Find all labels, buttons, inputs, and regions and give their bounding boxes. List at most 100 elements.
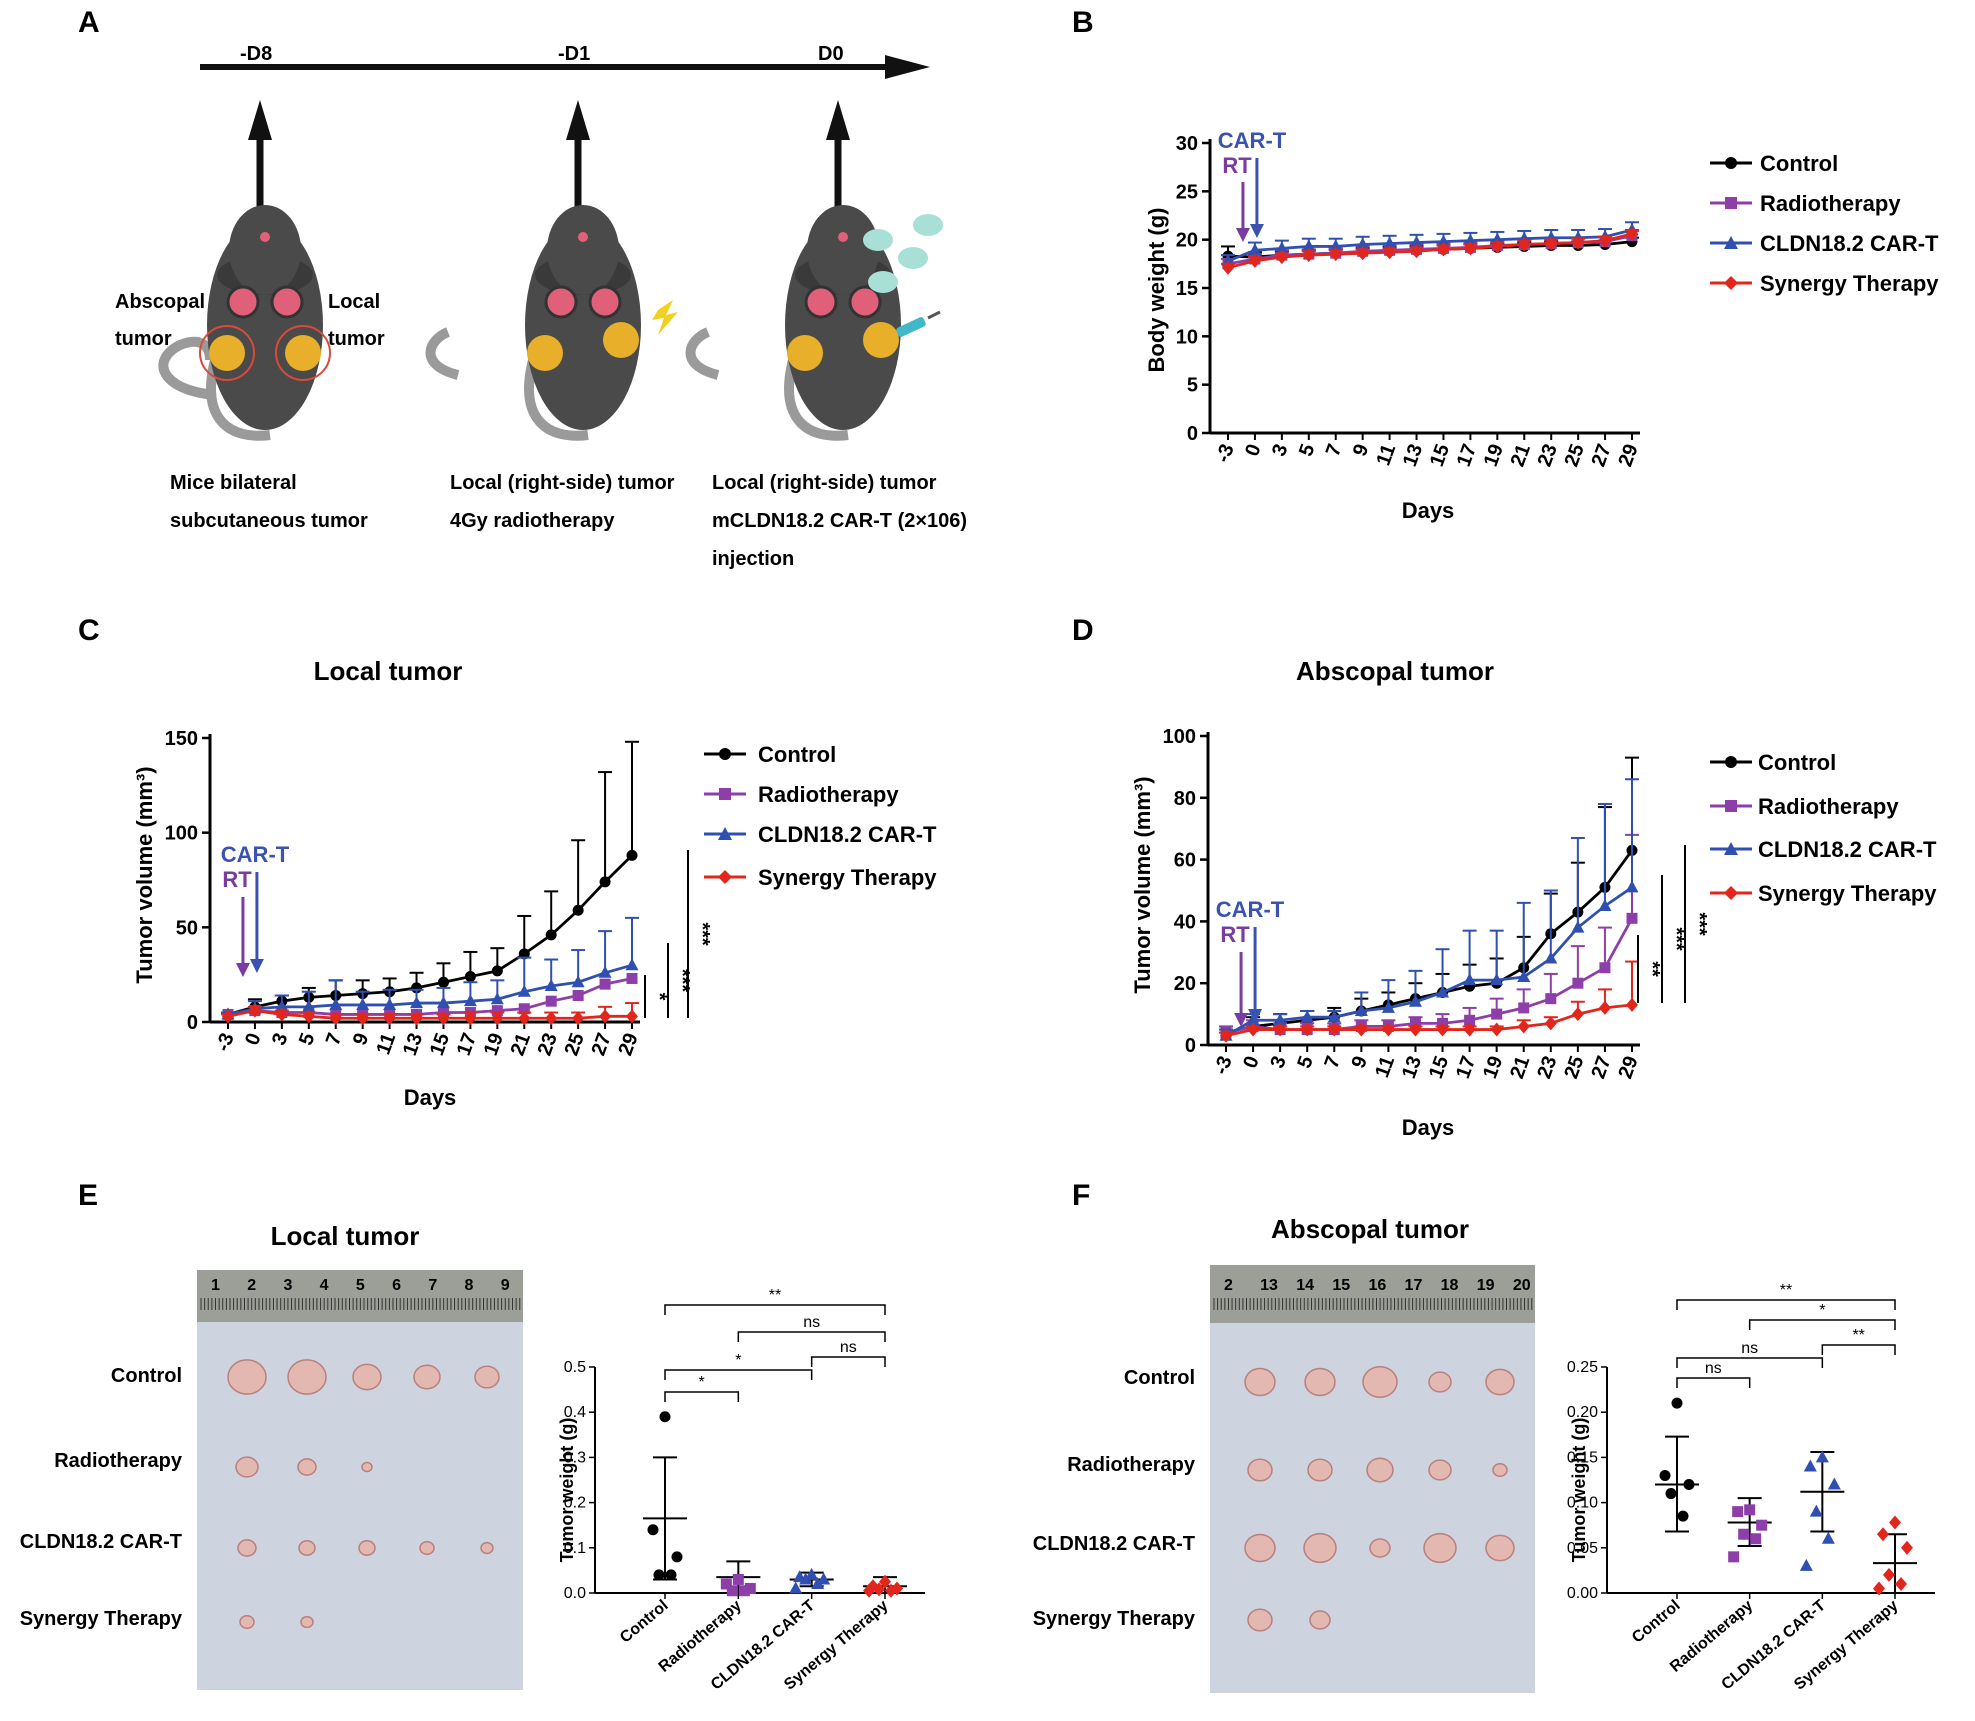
chart-e-radiotherapy-point [738, 1585, 750, 1597]
timeline-arrowhead [885, 55, 930, 79]
chart-e-cldn18-2-car-t-point [799, 1572, 813, 1585]
chart-b-synergy-therapy-point [1383, 245, 1396, 260]
rt-marker-d: RT [1220, 922, 1250, 947]
caption-1-line-1: Mice bilateral [170, 472, 297, 494]
tumorsE-tumor [227, 1359, 267, 1395]
rulerE-number: 3 [283, 1277, 292, 1294]
chart-c-ylabel: Tumor volume (mm³) [132, 766, 157, 983]
chart-e-comparison-bracket [664, 1304, 886, 1315]
chart-d-ytick-label: 40 [1174, 911, 1196, 933]
rulerE-number: 1 [211, 1277, 220, 1294]
chart-b-ytick-label: 20 [1176, 230, 1198, 252]
chart-b-xtick-label: 5 [1295, 441, 1319, 459]
chart-d-synergy-therapy-line [1225, 1003, 1633, 1038]
rulerE-number: 7 [428, 1277, 437, 1294]
label-abscopal-1: Abscopal [115, 291, 205, 313]
chart-d-xtick-label: 25 [1560, 1053, 1588, 1081]
caption-3-line-3: injection [712, 548, 794, 570]
chart-d-radiotherapy-point [1491, 1008, 1503, 1020]
label-local-2: tumor [328, 328, 385, 350]
chart-e-control-point [671, 1551, 683, 1563]
chart-e-comparison-label: ** [769, 1287, 781, 1304]
chart-d-synergy-therapy-point [1409, 1022, 1422, 1037]
treatment-markers-b: CAR-T RT [1218, 128, 1287, 178]
chart-c-xtick-label: 21 [507, 1030, 535, 1058]
chart-b-xtick-label: 0 [1241, 441, 1265, 459]
legend-c-label-control: Control [758, 742, 836, 767]
chart-f-radiotherapy-point [1738, 1528, 1750, 1540]
chart-d-synergy-therapy-point [1571, 1007, 1584, 1022]
tumorsF-tumor [1303, 1532, 1337, 1564]
chart-b-synergy-therapy-point [1222, 260, 1234, 275]
chart-c-xtick-label: 17 [453, 1030, 481, 1058]
chart-e-radiotherapy-point [744, 1582, 756, 1594]
rulerE-number: 4 [320, 1277, 329, 1294]
chart-d-radiotherapy-point [1572, 977, 1584, 989]
tumorsF-tumor [1247, 1608, 1273, 1632]
mouse-illustration-3 [685, 205, 943, 441]
chart-f-comparison-label: ns [1705, 1360, 1722, 1377]
chart-c-synergy-therapy-point [464, 1011, 477, 1026]
chart-d-synergy-therapy-point [1328, 1022, 1341, 1037]
chart-c-control-point [572, 904, 584, 916]
chart-b-cldn18-2-car-t-point [1463, 233, 1477, 246]
chart-f-synergy-therapy-point [1883, 1567, 1895, 1582]
chart-f-synergy-therapy-point [1901, 1540, 1913, 1555]
chart-c-radiotherapy-point [545, 995, 557, 1007]
chart-e-comparison-bracket [810, 1356, 886, 1367]
tumorsE-tumor [298, 1540, 316, 1556]
up-arrow-1 [248, 100, 272, 215]
chart-f-ytick-label: 0.25 [1567, 1359, 1598, 1376]
chart-c-radiotherapy-line [227, 977, 633, 1016]
chart-d-xtick-label: 17 [1452, 1053, 1480, 1081]
chart-b-cldn18-2-car-t-point [1356, 237, 1370, 250]
chart-e-ytick-label: 0.0 [564, 1585, 586, 1602]
chart-e-ytick-label: 0.4 [564, 1404, 586, 1421]
chart-f-comparison-label: ** [1852, 1327, 1864, 1344]
syringe-icon [896, 310, 941, 337]
photo-f-row-control: Control [1124, 1367, 1195, 1389]
chart-e-synergy-therapy-point [879, 1574, 891, 1589]
photo-e-row-radiotherapy: Radiotherapy [54, 1450, 183, 1472]
chart-f-cldn18-2-car-t-point [1815, 1450, 1829, 1463]
chart-c-control-point [491, 965, 503, 977]
chart-c-xtick-label: 3 [268, 1030, 292, 1048]
chart-e-ylabel: Tumor weight (g) [557, 1418, 577, 1563]
photo-e-row-cart: CLDN18.2 CAR-T [20, 1531, 182, 1553]
chart-f-comparison-bracket [1676, 1377, 1751, 1388]
chart-d-title: Abscopal tumor [1296, 656, 1494, 686]
photo-f-row-cart: CLDN18.2 CAR-T [1033, 1533, 1195, 1555]
chart-d-cldn18-2-car-t-point [1625, 880, 1639, 893]
chart-e-comparison-bracket [664, 1369, 813, 1380]
caption-3-line-2: mCLDN18.2 CAR-T (2×106) [712, 510, 967, 532]
chart-e-ytick-label: 0.1 [564, 1540, 586, 1557]
chart-f-comparison-bracket [1676, 1357, 1824, 1368]
chart-b-xtick-label: 23 [1534, 441, 1562, 469]
tumorsE-tumor [480, 1541, 494, 1555]
chart-d-significance-label: ** [1641, 961, 1663, 977]
chart-c-cldn18-2-car-t-point [625, 958, 639, 971]
chart-d-xtick-label: 29 [1614, 1053, 1642, 1081]
chart-e-cldn18-2-car-t-point [789, 1581, 803, 1594]
rulerF-number: 15 [1332, 1277, 1350, 1294]
chart-f-ytick-label: 0.10 [1567, 1495, 1598, 1512]
chart-d-synergy-therapy-point [1220, 1028, 1232, 1043]
chart-d-cldn18-2-car-t-point [1571, 920, 1585, 933]
chart-d-xtick-label: 3 [1266, 1053, 1290, 1071]
rulerF-number: 13 [1260, 1277, 1278, 1294]
tumorsF-tumor [1492, 1462, 1508, 1478]
local-tumor-dot [285, 335, 321, 371]
legend-d-label-synergy: Synergy Therapy [1758, 881, 1937, 906]
panel-label-c: C [78, 614, 100, 647]
chart-f-ytick-label: 0.00 [1567, 1585, 1598, 1602]
chart-d-cldn18-2-car-t-point [1273, 1013, 1287, 1026]
panel-label-b: B [1072, 6, 1094, 39]
cart-marker-c: CAR-T [221, 842, 290, 867]
chart-c-control-point [464, 971, 476, 983]
rulerF-number: 16 [1368, 1277, 1386, 1294]
chart-c-cldn18-2-car-t-point [410, 996, 424, 1009]
chart-b-synergy-therapy-point [1572, 235, 1585, 250]
chart-c-synergy-therapy-point [545, 1011, 558, 1026]
photo-f: 2 13 14 15 16 17 18 19 20 Control Radiotherapy C… [1033, 1265, 1535, 1693]
chart-c-rt-arrow-head [235, 963, 250, 977]
